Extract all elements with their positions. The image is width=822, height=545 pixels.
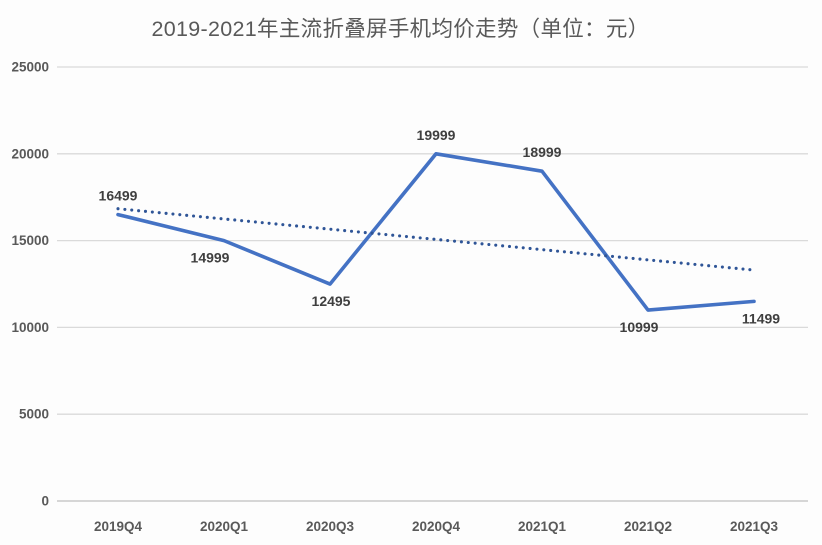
y-tick-label: 5000 bbox=[19, 407, 49, 422]
data-label: 16499 bbox=[99, 188, 138, 204]
x-tick-label: 2020Q3 bbox=[306, 519, 355, 534]
y-tick-label: 20000 bbox=[11, 146, 49, 161]
data-label: 14999 bbox=[191, 250, 230, 266]
data-label: 19999 bbox=[417, 127, 456, 143]
y-tick-label: 0 bbox=[41, 494, 49, 509]
y-tick-label: 10000 bbox=[11, 320, 49, 335]
x-tick-label: 2020Q1 bbox=[200, 519, 249, 534]
trendline bbox=[116, 207, 756, 272]
price-line bbox=[116, 152, 756, 312]
y-tick-label: 15000 bbox=[11, 233, 49, 248]
chart-title: 2019-2021年主流折叠屏手机均价走势（单位：元） bbox=[151, 17, 650, 41]
y-tick-label: 25000 bbox=[11, 60, 49, 75]
data-label: 18999 bbox=[523, 144, 562, 160]
x-tick-label: 2021Q1 bbox=[518, 519, 567, 534]
x-tick-label: 2021Q2 bbox=[624, 519, 672, 534]
data-label: 12495 bbox=[312, 293, 351, 309]
data-label: 11499 bbox=[742, 310, 780, 326]
x-tick-label: 2020Q4 bbox=[412, 519, 461, 534]
x-tick-label: 2019Q4 bbox=[94, 519, 143, 534]
data-label: 10999 bbox=[620, 319, 659, 335]
x-tick-label: 2021Q3 bbox=[730, 519, 779, 534]
